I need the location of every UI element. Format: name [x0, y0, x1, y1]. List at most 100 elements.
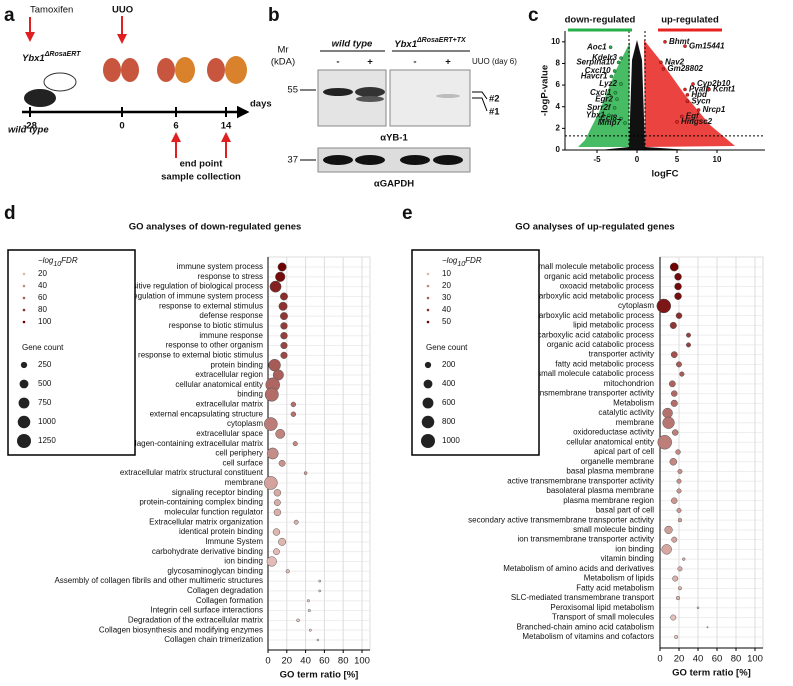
point-label: Cxcl1: [590, 88, 612, 97]
dot: [266, 556, 277, 567]
y-tick-label: basal part of cell: [596, 506, 654, 515]
y-tick-label: 6: [556, 80, 561, 89]
x-tick-label: 5: [675, 155, 680, 164]
legend-label: 60: [38, 293, 47, 302]
panel-label: b: [268, 5, 280, 26]
legend-title-part: 10: [53, 261, 61, 268]
point: [680, 114, 684, 119]
dot: [656, 298, 672, 314]
group: Ybx1ΔRosaERT+TX: [394, 37, 467, 50]
y-tick-label: extracellular matrix: [196, 400, 263, 409]
dot: [280, 351, 288, 359]
y-tick-label: carboxylic acid catabolic process: [538, 330, 655, 339]
point-label: Havcr1: [581, 72, 608, 81]
point: [619, 116, 623, 121]
point: [683, 44, 687, 48]
x-tick-label: 100: [354, 656, 370, 667]
point: [615, 97, 619, 101]
y-tick-label: membrane: [616, 418, 655, 427]
timepoint: 6: [173, 121, 178, 132]
band: [436, 94, 460, 98]
point: [607, 113, 611, 118]
dot: [670, 351, 678, 359]
dot: [672, 575, 679, 582]
y-tick-label: Immune System: [205, 537, 263, 546]
y-tick-label: Assembly of collagen fibrils and other m…: [54, 576, 263, 585]
y-tick-label: identical protein binding: [179, 527, 263, 536]
label: Ybx1ΔRosaERT: [22, 51, 81, 64]
blot: [389, 69, 471, 127]
dot: [273, 489, 282, 497]
dot: [264, 387, 279, 402]
legend-dot: [426, 272, 430, 276]
dot: [278, 459, 286, 467]
y-tick-label: Peroxisomal lipid metabolism: [550, 603, 654, 612]
legend-label: 30: [442, 293, 451, 302]
point-label: Nrcp1: [703, 105, 726, 114]
legend-dot: [426, 296, 430, 300]
label: Tamoxifen: [30, 5, 73, 16]
marker: 37: [287, 155, 298, 166]
dot: [671, 536, 678, 543]
condition: UUO (day 6): [472, 57, 517, 66]
dot: [290, 401, 297, 408]
antibody: αGAPDH: [374, 179, 414, 190]
dot: [662, 407, 673, 419]
legend-dot: [22, 308, 26, 312]
y-tick-label: catalytic activity: [598, 408, 654, 417]
y-tick-label: Collagen degradation: [187, 586, 263, 595]
dot: [308, 628, 312, 632]
dot: [677, 566, 683, 572]
dot: [293, 519, 299, 525]
kidney-icon: [207, 58, 225, 82]
y-tick-label: Fatty acid metabolism: [576, 583, 654, 592]
y-tick-label: organic acid metabolic process: [544, 272, 654, 281]
y-tick-label: carboxylic acid metabolic process: [535, 291, 654, 300]
dot: [303, 471, 308, 475]
y-tick-label: cellular anatomical entity: [566, 437, 654, 446]
y-tick-label: defense response: [199, 311, 263, 320]
dot: [674, 282, 682, 291]
x-axis-label: logFC: [652, 169, 679, 180]
band-pointer: [472, 91, 488, 112]
y-tick-label: Metabolism of vitamins and cofactors: [522, 632, 654, 641]
dot: [669, 457, 678, 466]
point: [661, 67, 666, 71]
gene: Ybx1: [394, 39, 417, 50]
y-tick-label: 2: [556, 123, 561, 132]
y-tick-label: Metabolism of lipids: [584, 574, 654, 583]
y-tick-label: external encapsulating structure: [150, 409, 264, 418]
label: Mr: [277, 45, 288, 56]
dot: [674, 635, 679, 639]
timepoint: 0: [119, 121, 124, 132]
x-tick-label: 60: [712, 654, 723, 665]
y-tick-label: Metabolism: [613, 398, 654, 407]
y-tick-label: molecular function regulator: [164, 508, 263, 517]
dot: [264, 476, 278, 490]
dot: [682, 557, 686, 561]
y-tick-label: signaling receptor binding: [172, 488, 263, 497]
dot: [307, 609, 311, 613]
panel-label: c: [528, 5, 539, 26]
dot: [318, 589, 322, 593]
dot: [280, 341, 288, 350]
y-tick-label: small molecule binding: [573, 525, 654, 534]
unit: days: [250, 99, 272, 110]
legend-title: Gene count: [426, 343, 468, 352]
point: [608, 45, 613, 49]
dot: [285, 569, 290, 574]
legend-label: 1000: [38, 417, 56, 426]
x-tick-label: 60: [319, 656, 330, 667]
y-tick-label: protein binding: [211, 360, 263, 369]
dot: [275, 271, 286, 282]
point-label: Lyz2: [599, 79, 617, 88]
band: [323, 155, 353, 165]
y-tick-label: cytoplasm: [618, 301, 654, 310]
band: [433, 155, 463, 165]
point: [696, 108, 701, 112]
dot: [280, 292, 288, 301]
dot: [668, 380, 676, 388]
label: wild type: [8, 125, 49, 136]
dot: [269, 280, 282, 293]
dot: [272, 528, 281, 536]
